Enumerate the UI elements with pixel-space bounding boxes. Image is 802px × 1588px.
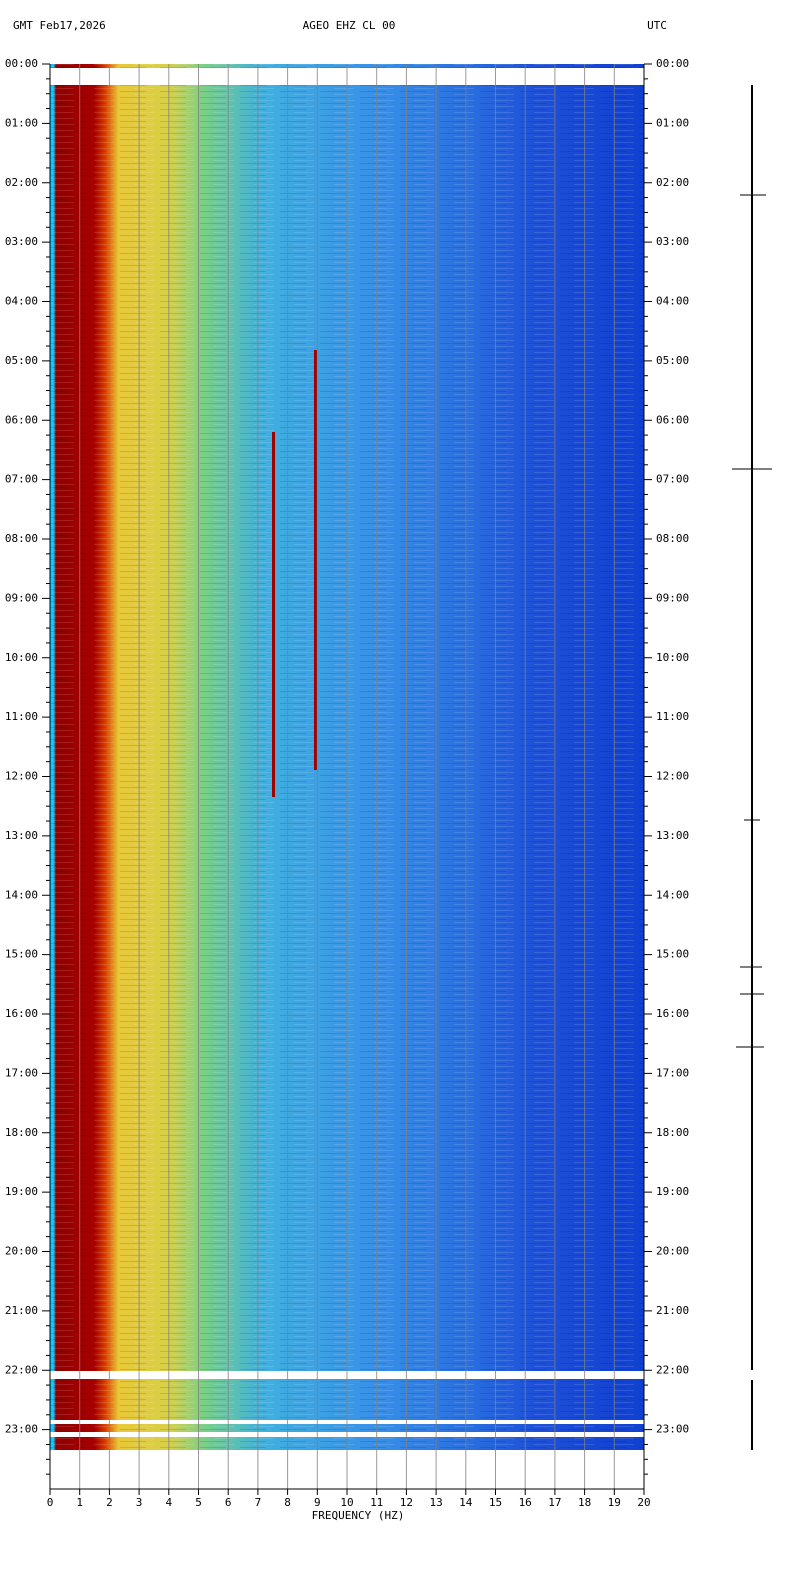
y-tick-label: 17:00 bbox=[5, 1066, 38, 1079]
y-tick-label: 02:00 bbox=[5, 176, 38, 189]
x-tick-label: 10 bbox=[340, 1496, 353, 1509]
y-tick-label: 19:00 bbox=[5, 1185, 38, 1198]
y-tick-label: 03:00 bbox=[656, 235, 689, 248]
y-tick-label: 18:00 bbox=[656, 1126, 689, 1139]
x-tick-label: 17 bbox=[548, 1496, 561, 1509]
x-tick-label: 13 bbox=[429, 1496, 442, 1509]
x-tick-label: 8 bbox=[284, 1496, 291, 1509]
y-tick-label: 00:00 bbox=[5, 57, 38, 70]
y-tick-label: 00:00 bbox=[656, 57, 689, 70]
y-tick-label: 22:00 bbox=[656, 1363, 689, 1376]
y-tick-label: 16:00 bbox=[5, 1007, 38, 1020]
y-tick-label: 14:00 bbox=[656, 888, 689, 901]
x-tick-label: 9 bbox=[314, 1496, 321, 1509]
y-tick-label: 01:00 bbox=[656, 116, 689, 129]
x-tick-label: 7 bbox=[255, 1496, 262, 1509]
y-tick-label: 03:00 bbox=[5, 235, 38, 248]
y-tick-label: 13:00 bbox=[656, 829, 689, 842]
y-tick-label: 12:00 bbox=[5, 770, 38, 783]
y-tick-label: 20:00 bbox=[656, 1245, 689, 1258]
x-tick-label: 18 bbox=[578, 1496, 591, 1509]
y-tick-label: 11:00 bbox=[5, 710, 38, 723]
y-tick-label: 17:00 bbox=[656, 1066, 689, 1079]
y-tick-label: 01:00 bbox=[5, 116, 38, 129]
y-tick-label: 05:00 bbox=[5, 354, 38, 367]
y-tick-label: 19:00 bbox=[656, 1185, 689, 1198]
y-tick-label: 06:00 bbox=[656, 413, 689, 426]
tremor-line bbox=[314, 350, 317, 770]
x-tick-label: 14 bbox=[459, 1496, 473, 1509]
y-tick-label: 02:00 bbox=[656, 176, 689, 189]
y-tick-label: 13:00 bbox=[5, 829, 38, 842]
x-tick-label: 5 bbox=[195, 1496, 202, 1509]
x-axis-label: FREQUENCY (HZ) bbox=[312, 1509, 405, 1522]
x-tick-label: 15 bbox=[489, 1496, 502, 1509]
x-tick-label: 19 bbox=[608, 1496, 621, 1509]
y-tick-label: 04:00 bbox=[656, 295, 689, 308]
y-tick-label: 23:00 bbox=[656, 1423, 689, 1436]
y-tick-label: 16:00 bbox=[656, 1007, 689, 1020]
y-tick-label: 07:00 bbox=[656, 473, 689, 486]
x-tick-label: 20 bbox=[637, 1496, 650, 1509]
chart-title: AGEO EHZ CL 00 bbox=[303, 19, 396, 32]
x-tick-label: 6 bbox=[225, 1496, 232, 1509]
y-tick-label: 15:00 bbox=[5, 948, 38, 961]
x-tick-label: 0 bbox=[47, 1496, 54, 1509]
x-tick-label: 16 bbox=[519, 1496, 532, 1509]
y-tick-label: 18:00 bbox=[5, 1126, 38, 1139]
y-tick-label: 14:00 bbox=[5, 888, 38, 901]
tremor-line bbox=[272, 432, 275, 797]
y-tick-label: 10:00 bbox=[5, 651, 38, 664]
x-tick-label: 4 bbox=[165, 1496, 172, 1509]
y-tick-label: 15:00 bbox=[656, 948, 689, 961]
y-tick-label: 22:00 bbox=[5, 1363, 38, 1376]
y-tick-label: 10:00 bbox=[656, 651, 689, 664]
y-tick-label: 09:00 bbox=[5, 591, 38, 604]
y-tick-label: 20:00 bbox=[5, 1245, 38, 1258]
y-tick-label: 23:00 bbox=[5, 1423, 38, 1436]
timezone-label: UTC bbox=[647, 19, 667, 32]
x-tick-label: 1 bbox=[76, 1496, 83, 1509]
y-tick-label: 21:00 bbox=[5, 1304, 38, 1317]
y-tick-label: 08:00 bbox=[656, 532, 689, 545]
x-tick-label: 12 bbox=[400, 1496, 413, 1509]
y-tick-label: 04:00 bbox=[5, 295, 38, 308]
y-tick-label: 11:00 bbox=[656, 710, 689, 723]
y-tick-label: 09:00 bbox=[656, 591, 689, 604]
y-tick-label: 06:00 bbox=[5, 413, 38, 426]
y-tick-label: 12:00 bbox=[656, 770, 689, 783]
y-tick-label: 08:00 bbox=[5, 532, 38, 545]
y-tick-label: 21:00 bbox=[656, 1304, 689, 1317]
y-tick-label: 05:00 bbox=[656, 354, 689, 367]
x-tick-label: 2 bbox=[106, 1496, 113, 1509]
x-tick-label: 3 bbox=[136, 1496, 143, 1509]
y-tick-label: 07:00 bbox=[5, 473, 38, 486]
x-tick-label: 11 bbox=[370, 1496, 383, 1509]
date-label: GMT Feb17,2026 bbox=[13, 19, 106, 32]
